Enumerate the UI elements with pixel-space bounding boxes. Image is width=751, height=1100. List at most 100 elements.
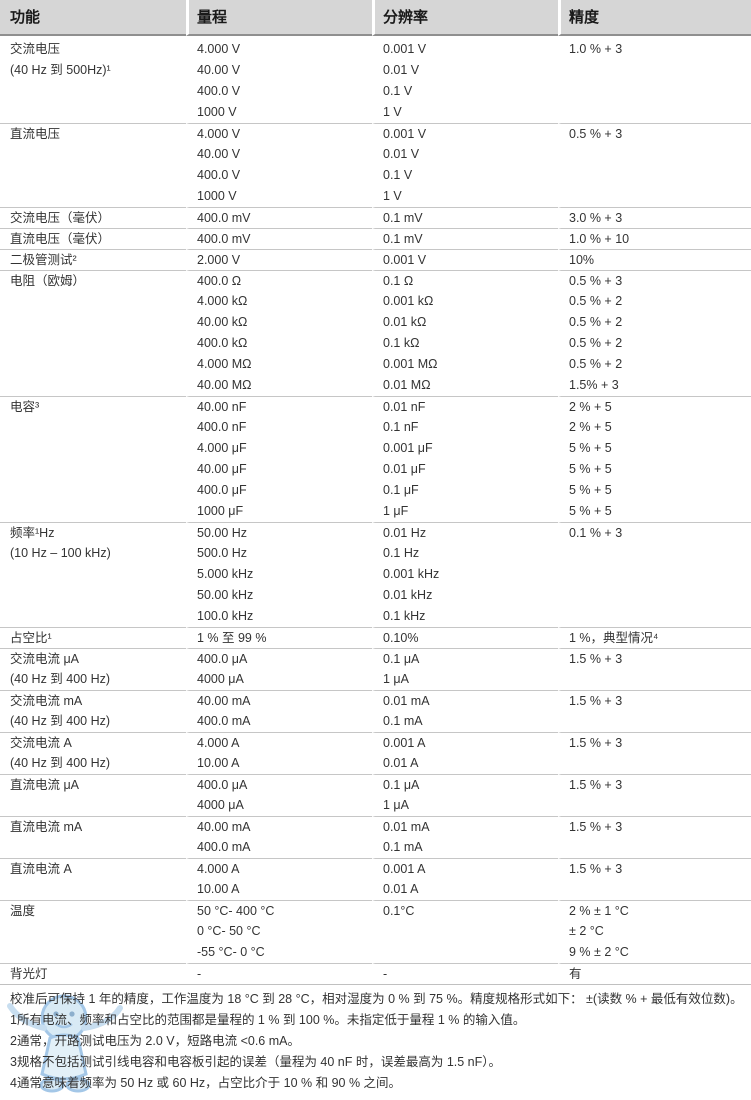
table-row: 10.00 A 0.01 A [0,879,751,900]
accuracy-cell: 5 % + 5 [558,459,751,480]
table-row: 40.00 μF 0.01 μF 5 % + 5 [0,459,751,480]
table-row: 400.0 V 0.1 V [0,81,751,102]
accuracy-cell: 1.0 % + 10 [558,228,751,249]
table-row: 4.000 kΩ 0.001 kΩ 0.5 % + 2 [0,291,751,312]
table-row: -55 °C- 0 °C 9 % ± 2 °C [0,942,751,963]
accuracy-cell: 2 % + 5 [558,417,751,438]
table-row: 直流电压 4.000 V 0.001 V 0.5 % + 3 [0,123,751,144]
function-cell [0,942,186,963]
range-cell: 1 % 至 99 % [186,627,372,648]
resolution-cell: 0.01 kHz [372,585,558,606]
range-cell: 4.000 A [186,858,372,879]
function-cell [0,312,186,333]
accuracy-cell: 1.5 % + 3 [558,774,751,795]
function-cell [0,879,186,900]
accuracy-cell [558,81,751,102]
accuracy-cell: 0.5 % + 2 [558,291,751,312]
function-cell [0,837,186,858]
accuracy-cell: 1.5 % + 3 [558,648,751,669]
resolution-cell: 0.1°C [372,900,558,921]
table-row: 频率¹Hz 50.00 Hz 0.01 Hz 0.1 % + 3 [0,522,751,543]
range-cell: 40.00 mA [186,816,372,837]
resolution-cell: 0.1 mA [372,837,558,858]
function-cell [0,333,186,354]
resolution-cell: 0.001 μF [372,438,558,459]
function-cell: 交流电流 μA [0,648,186,669]
resolution-cell: 0.1 nF [372,417,558,438]
accuracy-cell [558,879,751,900]
range-cell: 0 °C- 50 °C [186,921,372,942]
resolution-cell: 0.1 μA [372,648,558,669]
range-cell: 400.0 mV [186,207,372,228]
accuracy-cell [558,837,751,858]
accuracy-cell: 1.5 % + 3 [558,732,751,753]
resolution-cell: 1 μA [372,795,558,816]
range-cell: 4.000 A [186,732,372,753]
range-cell: 10.00 A [186,879,372,900]
resolution-cell [372,942,558,963]
function-cell: 直流电流 A [0,858,186,879]
range-cell: 4.000 μF [186,438,372,459]
resolution-cell: 0.01 Hz [372,522,558,543]
function-cell: 直流电压 [0,123,186,144]
range-cell: 1000 μF [186,501,372,522]
function-cell: 交流电流 mA [0,690,186,711]
range-cell: 400.0 μA [186,774,372,795]
resolution-cell: - [372,963,558,984]
table-row: 直流电流 mA 40.00 mA 0.01 mA 1.5 % + 3 [0,816,751,837]
accuracy-cell [558,795,751,816]
table-row: 1000 μF 1 μF 5 % + 5 [0,501,751,522]
table-row: 直流电流 A 4.000 A 0.001 A 1.5 % + 3 [0,858,751,879]
resolution-cell: 0.001 A [372,732,558,753]
range-cell: 400.0 mA [186,837,372,858]
resolution-cell: 1 μF [372,501,558,522]
function-cell: 交流电流 A [0,732,186,753]
footnote-2: 2通常，开路测试电压为 2.0 V，短路电流 <0.6 mA。 [10,1034,300,1048]
function-cell [0,438,186,459]
function-cell: 电阻（欧姆） [0,270,186,291]
resolution-cell: 0.1 mA [372,711,558,732]
table-row: 400.0 kΩ 0.1 kΩ 0.5 % + 2 [0,333,751,354]
range-cell: 400.0 mV [186,228,372,249]
range-cell: - [186,963,372,984]
accuracy-cell [558,669,751,690]
range-cell: 1000 V [186,102,372,123]
resolution-cell [372,921,558,942]
function-cell [0,921,186,942]
function-cell [0,564,186,585]
resolution-cell: 0.1 V [372,81,558,102]
range-cell: 40.00 mA [186,690,372,711]
function-cell: 背光灯 [0,963,186,984]
resolution-cell: 0.001 V [372,36,558,60]
function-cell [0,186,186,207]
accuracy-cell: 0.5 % + 3 [558,270,751,291]
function-cell: 直流电流 μA [0,774,186,795]
function-cell: (40 Hz 到 500Hz)¹ [10,63,111,77]
accuracy-cell: 0.1 % + 3 [558,522,751,543]
range-cell: 500.0 Hz [186,543,372,564]
range-cell: 400.0 mA [186,711,372,732]
resolution-cell: 0.1 μA [372,774,558,795]
range-cell: 40.00 μF [186,459,372,480]
resolution-cell: 0.1 mV [372,207,558,228]
table-row: 交流电压（毫伏） 400.0 mV 0.1 mV 3.0 % + 3 [0,207,751,228]
accuracy-cell: 1.5 % + 3 [558,690,751,711]
accuracy-cell: 2 % ± 1 °C [558,900,751,921]
table-row: 400.0 mA 0.1 mA [0,837,751,858]
resolution-cell: 0.001 kΩ [372,291,558,312]
accuracy-cell: 5 % + 5 [558,438,751,459]
accuracy-cell [558,753,751,774]
range-cell: 50 °C- 400 °C [186,900,372,921]
column-header-resolution: 分辨率 [372,0,558,36]
table-row: 400.0 V 0.1 V [0,165,751,186]
resolution-cell: 0.10% [372,627,558,648]
table-row: 占空比¹ 1 % 至 99 % 0.10% 1 %，典型情况⁴ [0,627,751,648]
resolution-cell: 0.01 V [372,60,558,81]
accuracy-cell: 0.5 % + 2 [558,333,751,354]
range-cell: 40.00 kΩ [186,312,372,333]
accuracy-cell: 1.5% + 3 [558,375,751,396]
calibration-note: 校准后可保持 1 年的精度，工作温度为 18 °C 到 28 °C，相对湿度为 … [10,992,743,1006]
function-cell [0,144,186,165]
table-row: 温度 50 °C- 400 °C 0.1°C 2 % ± 1 °C [0,900,751,921]
